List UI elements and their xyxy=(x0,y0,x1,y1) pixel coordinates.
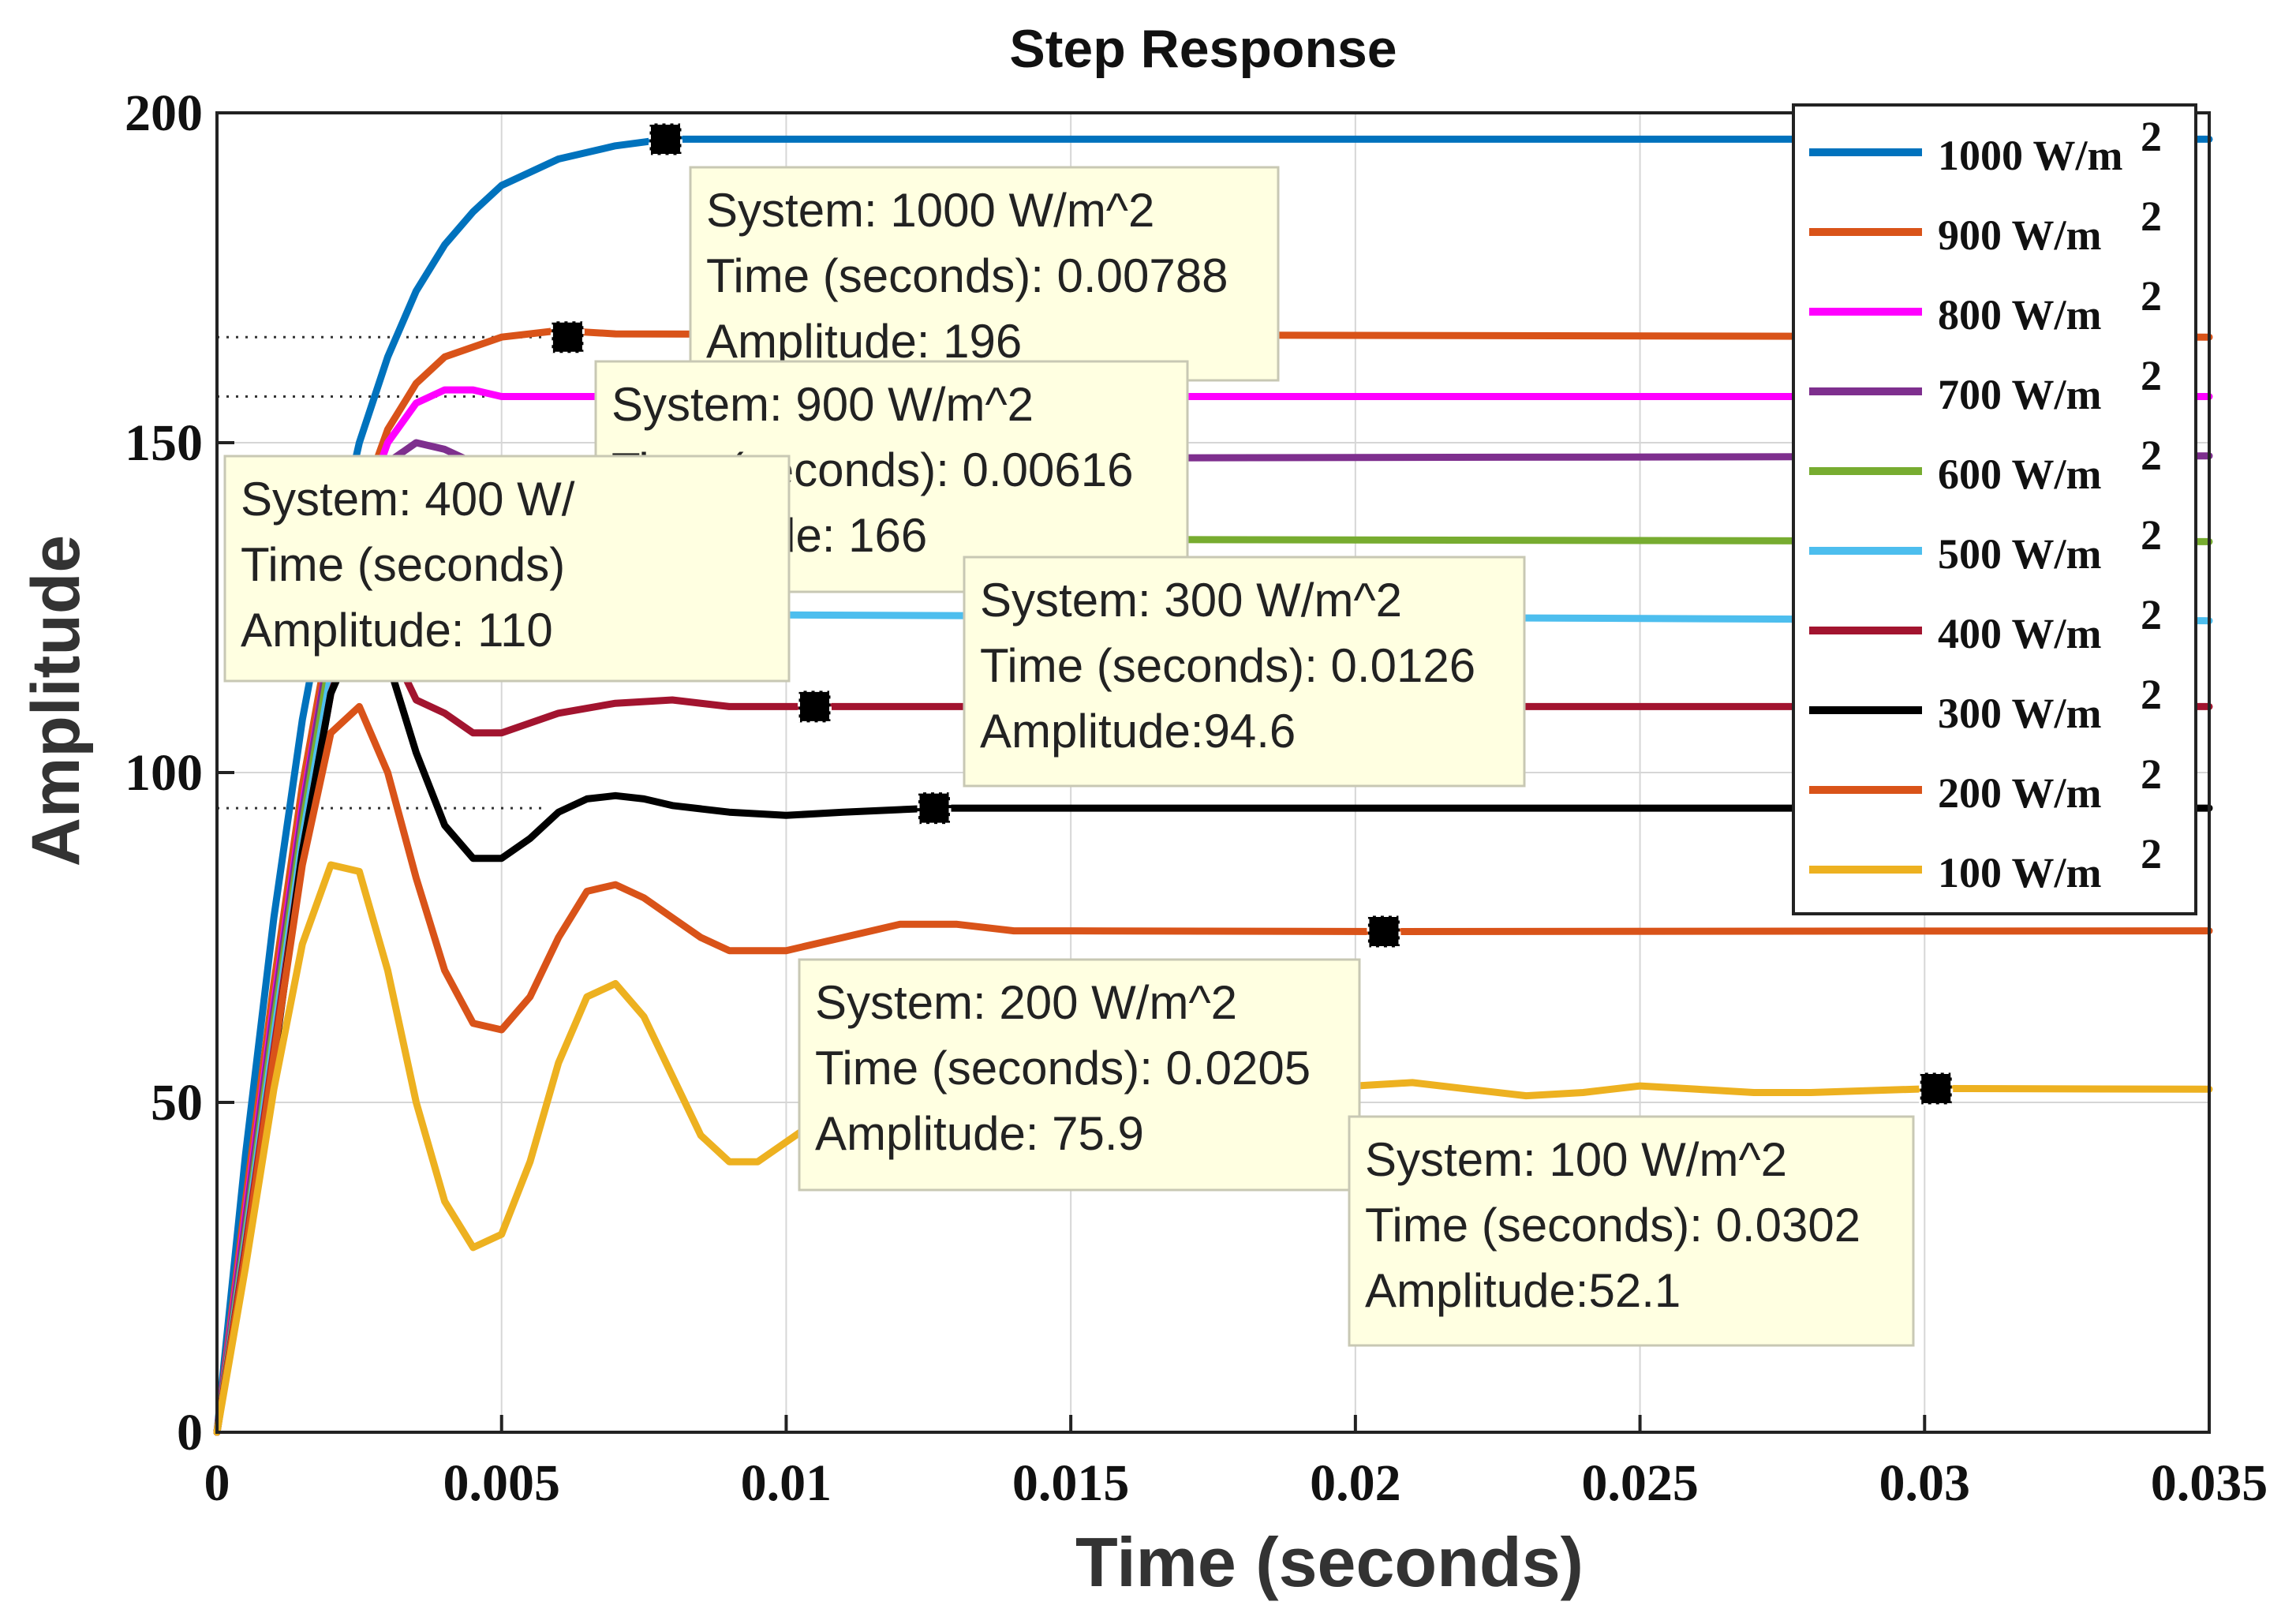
datatip-box xyxy=(963,556,1526,788)
legend-entry-superscript: 2 xyxy=(2141,432,2162,479)
chart-title: Step Response xyxy=(1009,19,1397,79)
y-axis-ticks: 0 50 100 150 200 xyxy=(125,84,234,1461)
datatip-box xyxy=(1348,1115,1915,1347)
legend-entry-superscript: 2 xyxy=(2141,511,2162,559)
series-line-10 xyxy=(213,861,2213,1436)
legend-entry-superscript: 2 xyxy=(2141,193,2162,240)
legend-entry-superscript: 2 xyxy=(2141,113,2162,160)
datatip: System: 400 W/Time (seconds) Amplitude: 1… xyxy=(223,455,791,683)
legend-entry-superscript: 2 xyxy=(2141,591,2162,638)
datatip-text: System: 200 W/m^2 xyxy=(815,976,1237,1029)
legend-entry-label: 200 W/m xyxy=(1938,769,2102,817)
datatip-text: System: 1000 W/m^2 xyxy=(706,184,1154,237)
legend-entry-label: 800 W/m xyxy=(1938,291,2102,339)
datatip-text: Time (seconds): 0.0302 xyxy=(1365,1199,1860,1252)
datatip-text: Amplitude: 75.9 xyxy=(815,1107,1144,1160)
legend-entry-superscript: 2 xyxy=(2141,671,2162,718)
y-tick-label: 200 xyxy=(125,84,203,142)
legend-entry-label: 500 W/m xyxy=(1938,530,2102,578)
datatip-marker xyxy=(1919,1071,1954,1106)
legend-entry-label: 300 W/m xyxy=(1938,690,2102,737)
legend-entry-label: 600 W/m xyxy=(1938,451,2102,498)
datatips: System: 1000 W/m^2 Time (seconds): 0.0078… xyxy=(223,166,1915,1347)
x-axis-ticks: 0 0.005 0.01 0.015 0.02 0.025 0.03 0.035 xyxy=(204,1415,2268,1512)
x-tick-label: 0 xyxy=(204,1454,230,1512)
datatip: System: 1000 W/m^2 Time (seconds): 0.0078… xyxy=(689,166,1280,382)
legend-entry-superscript: 2 xyxy=(2141,272,2162,320)
series-line-8 xyxy=(213,623,2213,1436)
datatip-marker xyxy=(648,122,682,156)
y-tick-label: 50 xyxy=(151,1074,203,1132)
y-tick-label: 0 xyxy=(177,1404,203,1461)
x-tick-label: 0.01 xyxy=(741,1454,832,1512)
legend-entry-superscript: 2 xyxy=(2141,830,2162,877)
datatip-markers xyxy=(550,122,1954,1106)
x-tick-label: 0.03 xyxy=(1879,1454,1971,1512)
y-axis-label: Amplitude xyxy=(18,535,94,866)
datatip: System: 300 W/m^2 Time (seconds): 0.0126 A… xyxy=(963,556,1526,788)
datatip: System: 100 W/m^2 Time (seconds): 0.0302 A… xyxy=(1348,1115,1915,1347)
legend: 1000 W/m 2 900 W/m 2 800 W/m 2 700 W/m 2 600 W/m… xyxy=(1792,103,2197,915)
datatip-marker xyxy=(1367,914,1401,949)
datatip-box xyxy=(798,958,1361,1192)
y-tick-label: 100 xyxy=(125,744,203,802)
datatip-marker xyxy=(550,320,585,354)
legend-entry-superscript: 2 xyxy=(2141,750,2162,798)
legend-box xyxy=(1792,103,2197,915)
datatip-text: Amplitude: 110 xyxy=(241,604,553,657)
datatip-text: Time (seconds): 0.0126 xyxy=(980,639,1475,692)
datatip: System: 200 W/m^2 Time (seconds): 0.0205 A… xyxy=(798,958,1361,1192)
datatip-box xyxy=(689,166,1280,382)
datatip-text: System: 100 W/m^2 xyxy=(1365,1133,1787,1186)
x-tick-label: 0.035 xyxy=(2151,1454,2268,1512)
datatip-text: System: 900 W/m^2 xyxy=(611,378,1034,431)
series-line-1 xyxy=(213,135,2213,1436)
datatip-text: Amplitude:52.1 xyxy=(1365,1264,1681,1317)
datatip-text: Amplitude: 196 xyxy=(706,315,1022,368)
x-tick-label: 0.015 xyxy=(1012,1454,1130,1512)
legend-entry-label: 100 W/m xyxy=(1938,849,2102,896)
datatip-text: Time (seconds) xyxy=(241,538,565,591)
x-tick-label: 0.005 xyxy=(443,1454,560,1512)
legend-entry-label: 1000 W/m xyxy=(1938,132,2123,179)
x-tick-label: 0.025 xyxy=(1581,1454,1699,1512)
x-axis-label: Time (seconds) xyxy=(1075,1523,1584,1601)
datatip-marker xyxy=(798,689,832,724)
legend-entry-label: 700 W/m xyxy=(1938,371,2102,418)
series-line-9 xyxy=(213,702,2213,1436)
datatip-text: Time (seconds): 0.00788 xyxy=(706,249,1228,302)
datatip-text: System: 300 W/m^2 xyxy=(980,574,1402,627)
datatip-box xyxy=(223,455,791,683)
legend-entry-superscript: 2 xyxy=(2141,352,2162,399)
x-tick-label: 0.02 xyxy=(1310,1454,1401,1512)
datatip-text: System: 400 W/ xyxy=(241,473,575,526)
datatip-marker xyxy=(917,791,952,825)
datatip-text: Amplitude:94.6 xyxy=(980,705,1296,758)
y-tick-label: 150 xyxy=(125,414,203,472)
datatip-text: Time (seconds): 0.0205 xyxy=(815,1042,1311,1095)
legend-entry-label: 400 W/m xyxy=(1938,610,2102,657)
legend-entry-label: 900 W/m xyxy=(1938,211,2102,259)
